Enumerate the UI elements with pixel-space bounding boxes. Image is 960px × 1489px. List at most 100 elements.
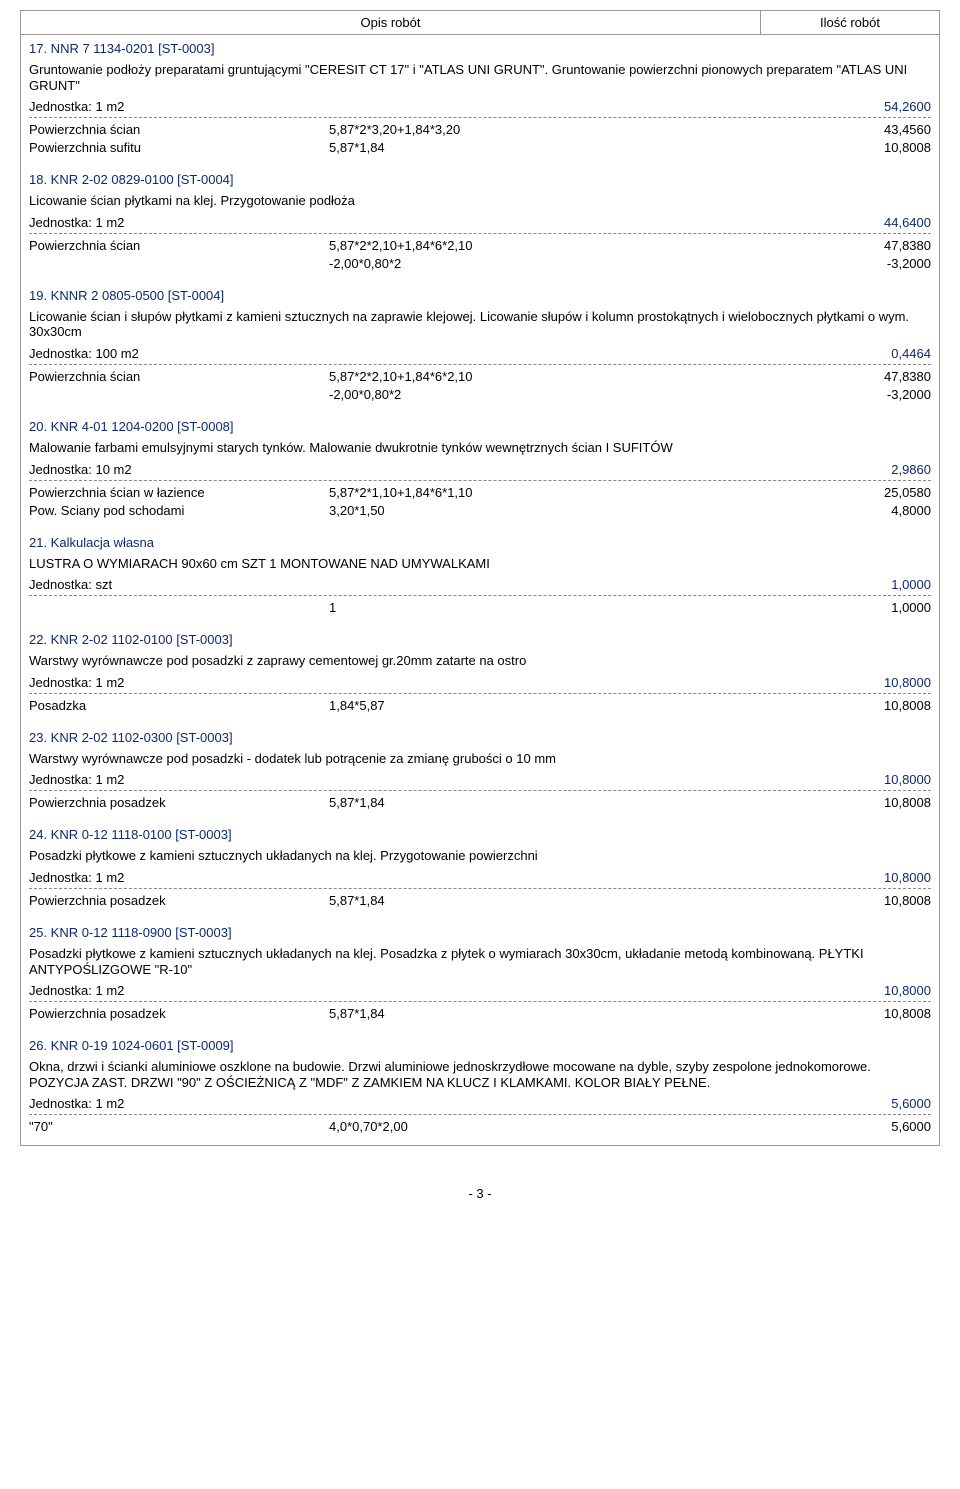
row-value: 43,4560: [679, 122, 931, 137]
row-value: 10,8008: [679, 795, 931, 810]
data-row: Powierzchnia sufitu5,87*1,8410,8008: [29, 140, 931, 155]
row-formula: 5,87*1,84: [329, 893, 679, 908]
row-value: 47,8380: [679, 238, 931, 253]
item-title: 20. KNR 4-01 1204-0200 [ST-0008]: [29, 419, 931, 434]
unit-row: Jednostka: szt 1,0000: [29, 577, 931, 592]
row-label: Powierzchnia ścian: [29, 369, 329, 384]
item-title: 24. KNR 0-12 1118-0100 [ST-0003]: [29, 827, 931, 842]
data-row: Powierzchnia posadzek5,87*1,8410,8008: [29, 1006, 931, 1021]
item-description: Malowanie farbami emulsyjnymi starych ty…: [29, 440, 931, 456]
row-label: [29, 600, 329, 615]
row-formula: 5,87*2*3,20+1,84*3,20: [329, 122, 679, 137]
cost-item: 22. KNR 2-02 1102-0100 [ST-0003] Warstwy …: [21, 626, 939, 724]
item-title: 26. KNR 0-19 1024-0601 [ST-0009]: [29, 1038, 931, 1053]
row-label: Powierzchnia posadzek: [29, 893, 329, 908]
item-description: Warstwy wyrównawcze pod posadzki - dodat…: [29, 751, 931, 767]
data-row: Powierzchnia posadzek5,87*1,8410,8008: [29, 795, 931, 810]
row-value: 10,8008: [679, 140, 931, 155]
item-title: 23. KNR 2-02 1102-0300 [ST-0003]: [29, 730, 931, 745]
row-formula: -2,00*0,80*2: [329, 256, 679, 271]
row-formula: 1,84*5,87: [329, 698, 679, 713]
unit-label: Jednostka: szt: [29, 577, 112, 592]
data-row: -2,00*0,80*2-3,2000: [29, 256, 931, 271]
row-value: 4,8000: [679, 503, 931, 518]
unit-row: Jednostka: 1 m2 44,6400: [29, 215, 931, 230]
divider: [29, 117, 931, 118]
row-label: Powierzchnia sufitu: [29, 140, 329, 155]
row-value: -3,2000: [679, 387, 931, 402]
row-value: 1,0000: [679, 600, 931, 615]
row-label: [29, 387, 329, 402]
item-description: Posadzki płytkowe z kamieni sztucznych u…: [29, 946, 931, 977]
item-description: Okna, drzwi i ścianki aluminiowe oszklon…: [29, 1059, 931, 1090]
unit-row: Jednostka: 1 m25,6000: [29, 1096, 931, 1111]
divider: [29, 693, 931, 694]
row-formula: 5,87*1,84: [329, 1006, 679, 1021]
unit-row: Jednostka: 1 m2 10,8000: [29, 675, 931, 690]
item-title: 18. KNR 2-02 0829-0100 [ST-0004]: [29, 172, 931, 187]
row-value: 47,8380: [679, 369, 931, 384]
table-header: Opis robót Ilość robót: [20, 10, 940, 34]
row-label: Powierzchnia posadzek: [29, 1006, 329, 1021]
row-label: Posadzka: [29, 698, 329, 713]
unit-total: 5,6000: [891, 1096, 931, 1111]
row-value: 10,8008: [679, 1006, 931, 1021]
unit-label: Jednostka: 1 m2: [29, 99, 124, 114]
divider: [29, 595, 931, 596]
unit-total: 54,2600: [884, 99, 931, 114]
row-value: -3,2000: [679, 256, 931, 271]
unit-label: Jednostka: 1 m2: [29, 675, 124, 690]
divider: [29, 364, 931, 365]
item-description: Gruntowanie podłoży preparatami gruntują…: [29, 62, 931, 93]
divider: [29, 888, 931, 889]
item-title: 25. KNR 0-12 1118-0900 [ST-0003]: [29, 925, 931, 940]
unit-total: 10,8000: [884, 675, 931, 690]
row-label: Powierzchnia ścian w łazience: [29, 485, 329, 500]
item-title: 19. KNNR 2 0805-0500 [ST-0004]: [29, 288, 931, 303]
item-description: Licowanie ścian płytkami na klej. Przygo…: [29, 193, 931, 209]
row-label: "70": [29, 1119, 329, 1134]
item-title: 22. KNR 2-02 1102-0100 [ST-0003]: [29, 632, 931, 647]
unit-row: Jednostka: 1 m210,8000: [29, 870, 931, 885]
cost-item: 19. KNNR 2 0805-0500 [ST-0004] Licowanie …: [21, 282, 939, 413]
unit-row: Jednostka: 1 m210,8000: [29, 983, 931, 998]
item-title: 21. Kalkulacja własna: [29, 535, 931, 550]
item-description: Warstwy wyrównawcze pod posadzki z zapra…: [29, 653, 931, 669]
unit-total: 1,0000: [891, 577, 931, 592]
row-label: Pow. Sciany pod schodami: [29, 503, 329, 518]
unit-total: 10,8000: [884, 870, 931, 885]
data-row: 11,0000: [29, 600, 931, 615]
cost-item: 25. KNR 0-12 1118-0900 [ST-0003] Posadzki…: [21, 919, 939, 1032]
row-formula: 5,87*1,84: [329, 795, 679, 810]
unit-label: Jednostka: 1 m2: [29, 215, 124, 230]
row-value: 10,8008: [679, 698, 931, 713]
cost-item: 24. KNR 0-12 1118-0100 [ST-0003] Posadzki…: [21, 821, 939, 919]
data-row: Powierzchnia posadzek5,87*1,8410,8008: [29, 893, 931, 908]
item-description: LUSTRA O WYMIARACH 90x60 cm SZT 1 MONTOW…: [29, 556, 931, 572]
unit-label: Jednostka: 1 m2: [29, 983, 124, 998]
row-formula: -2,00*0,80*2: [329, 387, 679, 402]
unit-label: Jednostka: 1 m2: [29, 772, 124, 787]
data-row: Powierzchnia ścian5,87*2*2,10+1,84*6*2,1…: [29, 238, 931, 253]
data-row: Powierzchnia ścian5,87*2*2,10+1,84*6*2,1…: [29, 369, 931, 384]
row-value: 10,8008: [679, 893, 931, 908]
row-label: Powierzchnia ścian: [29, 238, 329, 253]
data-row: Powierzchnia ścian5,87*2*3,20+1,84*3,204…: [29, 122, 931, 137]
data-row: Posadzka1,84*5,8710,8008: [29, 698, 931, 713]
cost-item: 18. KNR 2-02 0829-0100 [ST-0004] Licowani…: [21, 166, 939, 282]
data-row: Pow. Sciany pod schodami3,20*1,504,8000: [29, 503, 931, 518]
table-body: 17. NNR 7 1134-0201 [ST-0003] Gruntowanie…: [20, 34, 940, 1146]
row-formula: 5,87*2*1,10+1,84*6*1,10: [329, 485, 679, 500]
unit-total: 44,6400: [884, 215, 931, 230]
unit-row: Jednostka: 1 m2 10,8000: [29, 772, 931, 787]
divider: [29, 1001, 931, 1002]
page-number: - 3 -: [20, 1186, 940, 1201]
item-description: Licowanie ścian i słupów płytkami z kami…: [29, 309, 931, 340]
divider: [29, 790, 931, 791]
item-description: Posadzki płytkowe z kamieni sztucznych u…: [29, 848, 931, 864]
cost-item: 23. KNR 2-02 1102-0300 [ST-0003] Warstwy …: [21, 724, 939, 822]
unit-total: 10,8000: [884, 772, 931, 787]
unit-label: Jednostka: 100 m2: [29, 346, 139, 361]
item-title: 17. NNR 7 1134-0201 [ST-0003]: [29, 41, 931, 56]
header-ilosc: Ilość robót: [761, 11, 939, 34]
